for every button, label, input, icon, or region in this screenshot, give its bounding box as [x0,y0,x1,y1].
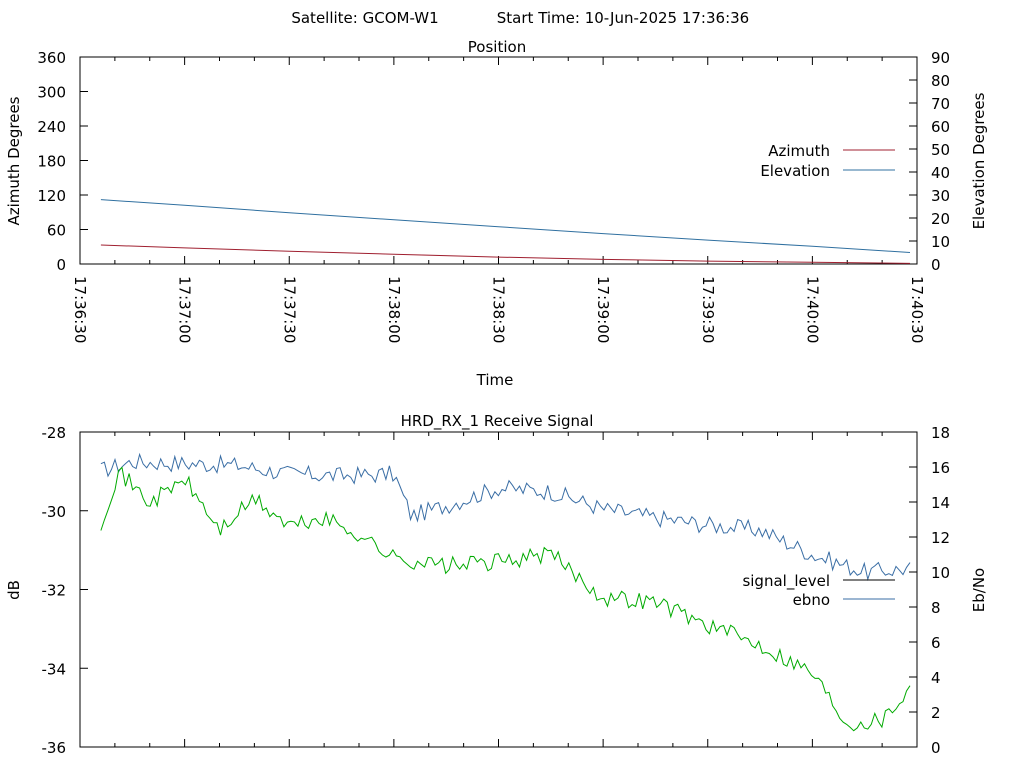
elevation-tick-label: 0 [931,256,941,274]
ebno-tick-label: 2 [931,704,941,722]
elevation-tick-label: 60 [931,118,950,136]
time-tick-label: 17:36:30 [71,276,89,343]
elevation-tick-label: 10 [931,233,950,251]
time-tick-label: 17:38:30 [490,276,508,343]
ebno-tick-label: 16 [931,459,950,477]
ebno-tick-label: 12 [931,529,950,547]
db-tick-label: -32 [42,582,67,600]
signal-level-legend-label: signal_level [742,572,830,591]
db-axis-label: dB [5,580,23,600]
time-tick-label: 17:39:30 [699,276,717,343]
ebno-axis-label: Eb/No [970,568,988,612]
db-tick-label: -36 [42,739,67,757]
elevation-tick-label: 50 [931,141,950,159]
ebno-series-line [100,452,911,582]
time-tick-label: 17:38:00 [385,276,403,343]
time-tick-label: 17:40:00 [803,276,821,343]
ebno-legend-label: ebno [793,591,830,609]
azimuth-tick-label: 180 [37,153,66,171]
elevation-tick-label: 40 [931,164,950,182]
db-tick-label: -28 [42,424,67,442]
ebno-tick-label: 18 [931,424,950,442]
elevation-tick-label: 30 [931,187,950,205]
signal-chart-title: HRD_RX_1 Receive Signal [401,412,594,431]
elevation-tick-label: 90 [931,49,950,67]
position-plot-frame [79,56,918,265]
azimuth-tick-label: 360 [37,49,66,67]
signal-chart: HRD_RX_1 Receive Signal dB Eb/No -36 -34 -… [5,412,988,757]
azimuth-tick-label: 240 [37,118,66,136]
azimuth-series-line [100,244,911,264]
time-tick-label: 17:37:30 [280,276,298,343]
elevation-tick-label: 70 [931,95,950,113]
time-tick-label: 17:39:00 [594,276,612,343]
satellite-label: Satellite: GCOM-W1 [291,9,438,27]
azimuth-tick-label: 0 [56,256,66,274]
db-tick-label: -34 [42,660,67,678]
elevation-tick-label: 80 [931,72,950,90]
time-tick-label: 17:37:00 [176,276,194,343]
ebno-tick-label: 8 [931,599,941,617]
elevation-tick-label: 20 [931,210,950,228]
azimuth-axis-label: Azimuth Degrees [5,96,23,225]
azimuth-legend-label: Azimuth [768,142,830,160]
azimuth-tick-label: 300 [37,84,66,102]
ebno-tick-label: 10 [931,564,950,582]
elevation-axis-label: Elevation Degrees [970,92,988,229]
azimuth-tick-label: 120 [37,187,66,205]
ebno-tick-label: 6 [931,634,941,652]
elevation-legend-label: Elevation [760,162,830,180]
position-chart-title: Position [468,38,526,56]
ebno-tick-label: 0 [931,739,941,757]
db-tick-label: -30 [42,503,67,521]
ebno-tick-label: 14 [931,494,950,512]
elevation-series-line [100,199,911,253]
position-chart: Position Azimuth Degrees Elevation Degre… [5,38,988,389]
ebno-tick-label: 4 [931,669,941,687]
start-time-label: Start Time: 10-Jun-2025 17:36:36 [497,9,749,27]
time-tick-label: 17:40:30 [908,276,926,343]
azimuth-tick-label: 60 [47,222,66,240]
time-axis-label: Time [476,371,514,389]
signal-trace-line [100,466,911,732]
